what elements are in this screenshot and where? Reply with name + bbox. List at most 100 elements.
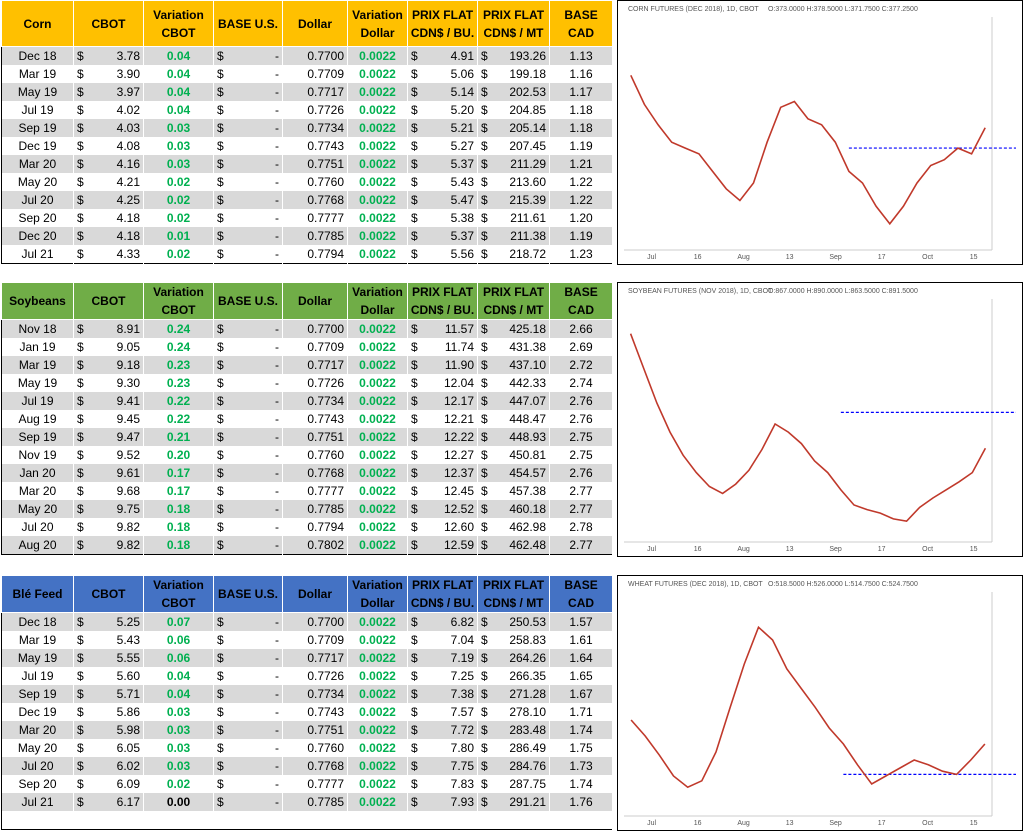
corn-section: Corn CBOT Variation CBOT BASE U.S. Dollar Var…: [0, 0, 1024, 266]
table-cell: $: [217, 484, 224, 498]
table-cell: $: [213, 83, 232, 101]
table-cell: $: [411, 376, 418, 390]
table-cell: 0.02: [143, 173, 214, 191]
table-cell: 0.04: [143, 46, 214, 65]
table-cell: 1.13: [549, 46, 614, 65]
table-cell: 0.0022: [347, 721, 409, 739]
table-cell: $: [477, 464, 496, 482]
table-cell: $: [411, 669, 418, 683]
table-cell: 0.7768: [282, 757, 349, 775]
table-cell: $: [407, 649, 426, 667]
table-cell: 0.0022: [347, 464, 409, 482]
table-cell: -: [231, 757, 284, 775]
table-cell: 213.60: [495, 173, 551, 191]
table-cell: 448.47: [495, 410, 551, 428]
table-cell: 0.03: [143, 757, 214, 775]
close-line: [630, 625, 986, 789]
table-cell: 0.0022: [347, 319, 409, 338]
table-cell: $: [217, 247, 224, 261]
table-cell: 0.0022: [347, 245, 409, 264]
table-cell: 0.7734: [282, 685, 349, 703]
column-header: Variation Dollar: [347, 0, 409, 47]
table-cell: 211.61: [495, 209, 551, 227]
table-cell: $: [77, 376, 84, 390]
table-cell: 250.53: [495, 612, 551, 631]
close-line: [630, 74, 986, 226]
table-cell: $: [407, 757, 426, 775]
table-cell: 2.77: [549, 536, 614, 555]
time-label: Sep: [829, 254, 842, 261]
table-cell: 0.0022: [347, 137, 409, 155]
time-label: 13: [786, 254, 794, 261]
table-cell: 12.45: [425, 482, 479, 500]
table-cell: 1.18: [549, 101, 614, 119]
time-label: Jul: [647, 820, 656, 827]
table-cell: 0.02: [143, 245, 214, 264]
table-cell: 7.25: [425, 667, 479, 685]
table-cell: 0.0022: [347, 191, 409, 209]
table-cell: 0.7785: [282, 500, 349, 518]
table-cell: $: [217, 376, 224, 390]
column-header: CBOT: [73, 0, 144, 47]
table-cell: 4.16: [91, 155, 144, 173]
table-cell: 5.71: [91, 685, 144, 703]
table-cell: Jul 19: [1, 667, 74, 685]
time-label: Aug: [737, 820, 750, 827]
column-header: BASE CAD: [549, 282, 614, 320]
table-cell: 0.04: [143, 685, 214, 703]
table-cell: 9.82: [91, 536, 144, 555]
table-row: Mar 19 $3.90 0.04 $ -0.7709 0.0022 $5.06 $199.1…: [1, 65, 614, 83]
time-label: 17: [878, 820, 886, 827]
table-cell: 0.7785: [282, 227, 349, 245]
table-cell: 462.48: [495, 536, 551, 555]
table-cell: Dec 19: [1, 137, 74, 155]
table-cell: $: [477, 649, 496, 667]
table-cell: 9.18: [91, 356, 144, 374]
table-row: May 20 $4.21 0.02 $ -0.7760 0.0022 $5.43 $213.6…: [1, 173, 614, 191]
table-cell: Jul 21: [1, 793, 74, 811]
time-label: Oct: [922, 820, 933, 827]
table-cell: 1.18: [549, 119, 614, 137]
table-cell: $: [407, 356, 426, 374]
table-cell: 287.75: [495, 775, 551, 793]
table-cell: 12.37: [425, 464, 479, 482]
table-cell: 5.43: [425, 173, 479, 191]
table-cell: -: [231, 83, 284, 101]
table-cell: 202.53: [495, 83, 551, 101]
table-cell: -: [231, 410, 284, 428]
table-cell: $: [481, 741, 488, 755]
table-cell: $: [411, 412, 418, 426]
table-cell: 0.0022: [347, 65, 409, 83]
table-cell: 0.0022: [347, 482, 409, 500]
futures-chart: CORN FUTURES (DEC 2018), 1D, CBOT O:373.0…: [617, 0, 1023, 265]
table-cell: 7.38: [425, 685, 479, 703]
table-cell: 450.81: [495, 446, 551, 464]
table-row: Mar 20 $5.98 0.03 $ -0.7751 0.0022 $7.72 $283.4…: [1, 721, 614, 739]
table-cell: $: [213, 46, 232, 65]
table-row: May 19 $5.55 0.06 $ -0.7717 0.0022 $7.19 $264.2…: [1, 649, 614, 667]
table-cell: 5.25: [91, 612, 144, 631]
table-row: Nov 18 $8.91 0.24 $ -0.7700 0.0022 $11.57 $425.…: [1, 319, 614, 338]
table-cell: $: [481, 484, 488, 498]
table-cell: 0.7760: [282, 739, 349, 757]
table-cell: 5.55: [91, 649, 144, 667]
table-cell: $: [217, 67, 224, 81]
table-row: Jul 21 $6.17 0.00 $ -0.7785 0.0022 $7.93 $291.2…: [1, 793, 614, 811]
table-cell: 431.38: [495, 338, 551, 356]
table-cell: $: [477, 356, 496, 374]
table-cell: 7.19: [425, 649, 479, 667]
table-cell: $: [407, 319, 426, 338]
table-cell: 0.17: [143, 482, 214, 500]
table-cell: 0.7777: [282, 482, 349, 500]
table-cell: 0.22: [143, 410, 214, 428]
table-cell: $: [407, 119, 426, 137]
table-cell: $: [477, 500, 496, 518]
ohlc-values: O:373.0000 H:378.5000 L:371.7500 C:377.2…: [768, 6, 918, 13]
column-header: Variation CBOT: [143, 575, 214, 613]
column-header: Soybeans: [1, 282, 74, 320]
table-cell: -: [231, 101, 284, 119]
table-cell: -: [231, 775, 284, 793]
table-cell: 5.98: [91, 721, 144, 739]
table-cell: 7.57: [425, 703, 479, 721]
